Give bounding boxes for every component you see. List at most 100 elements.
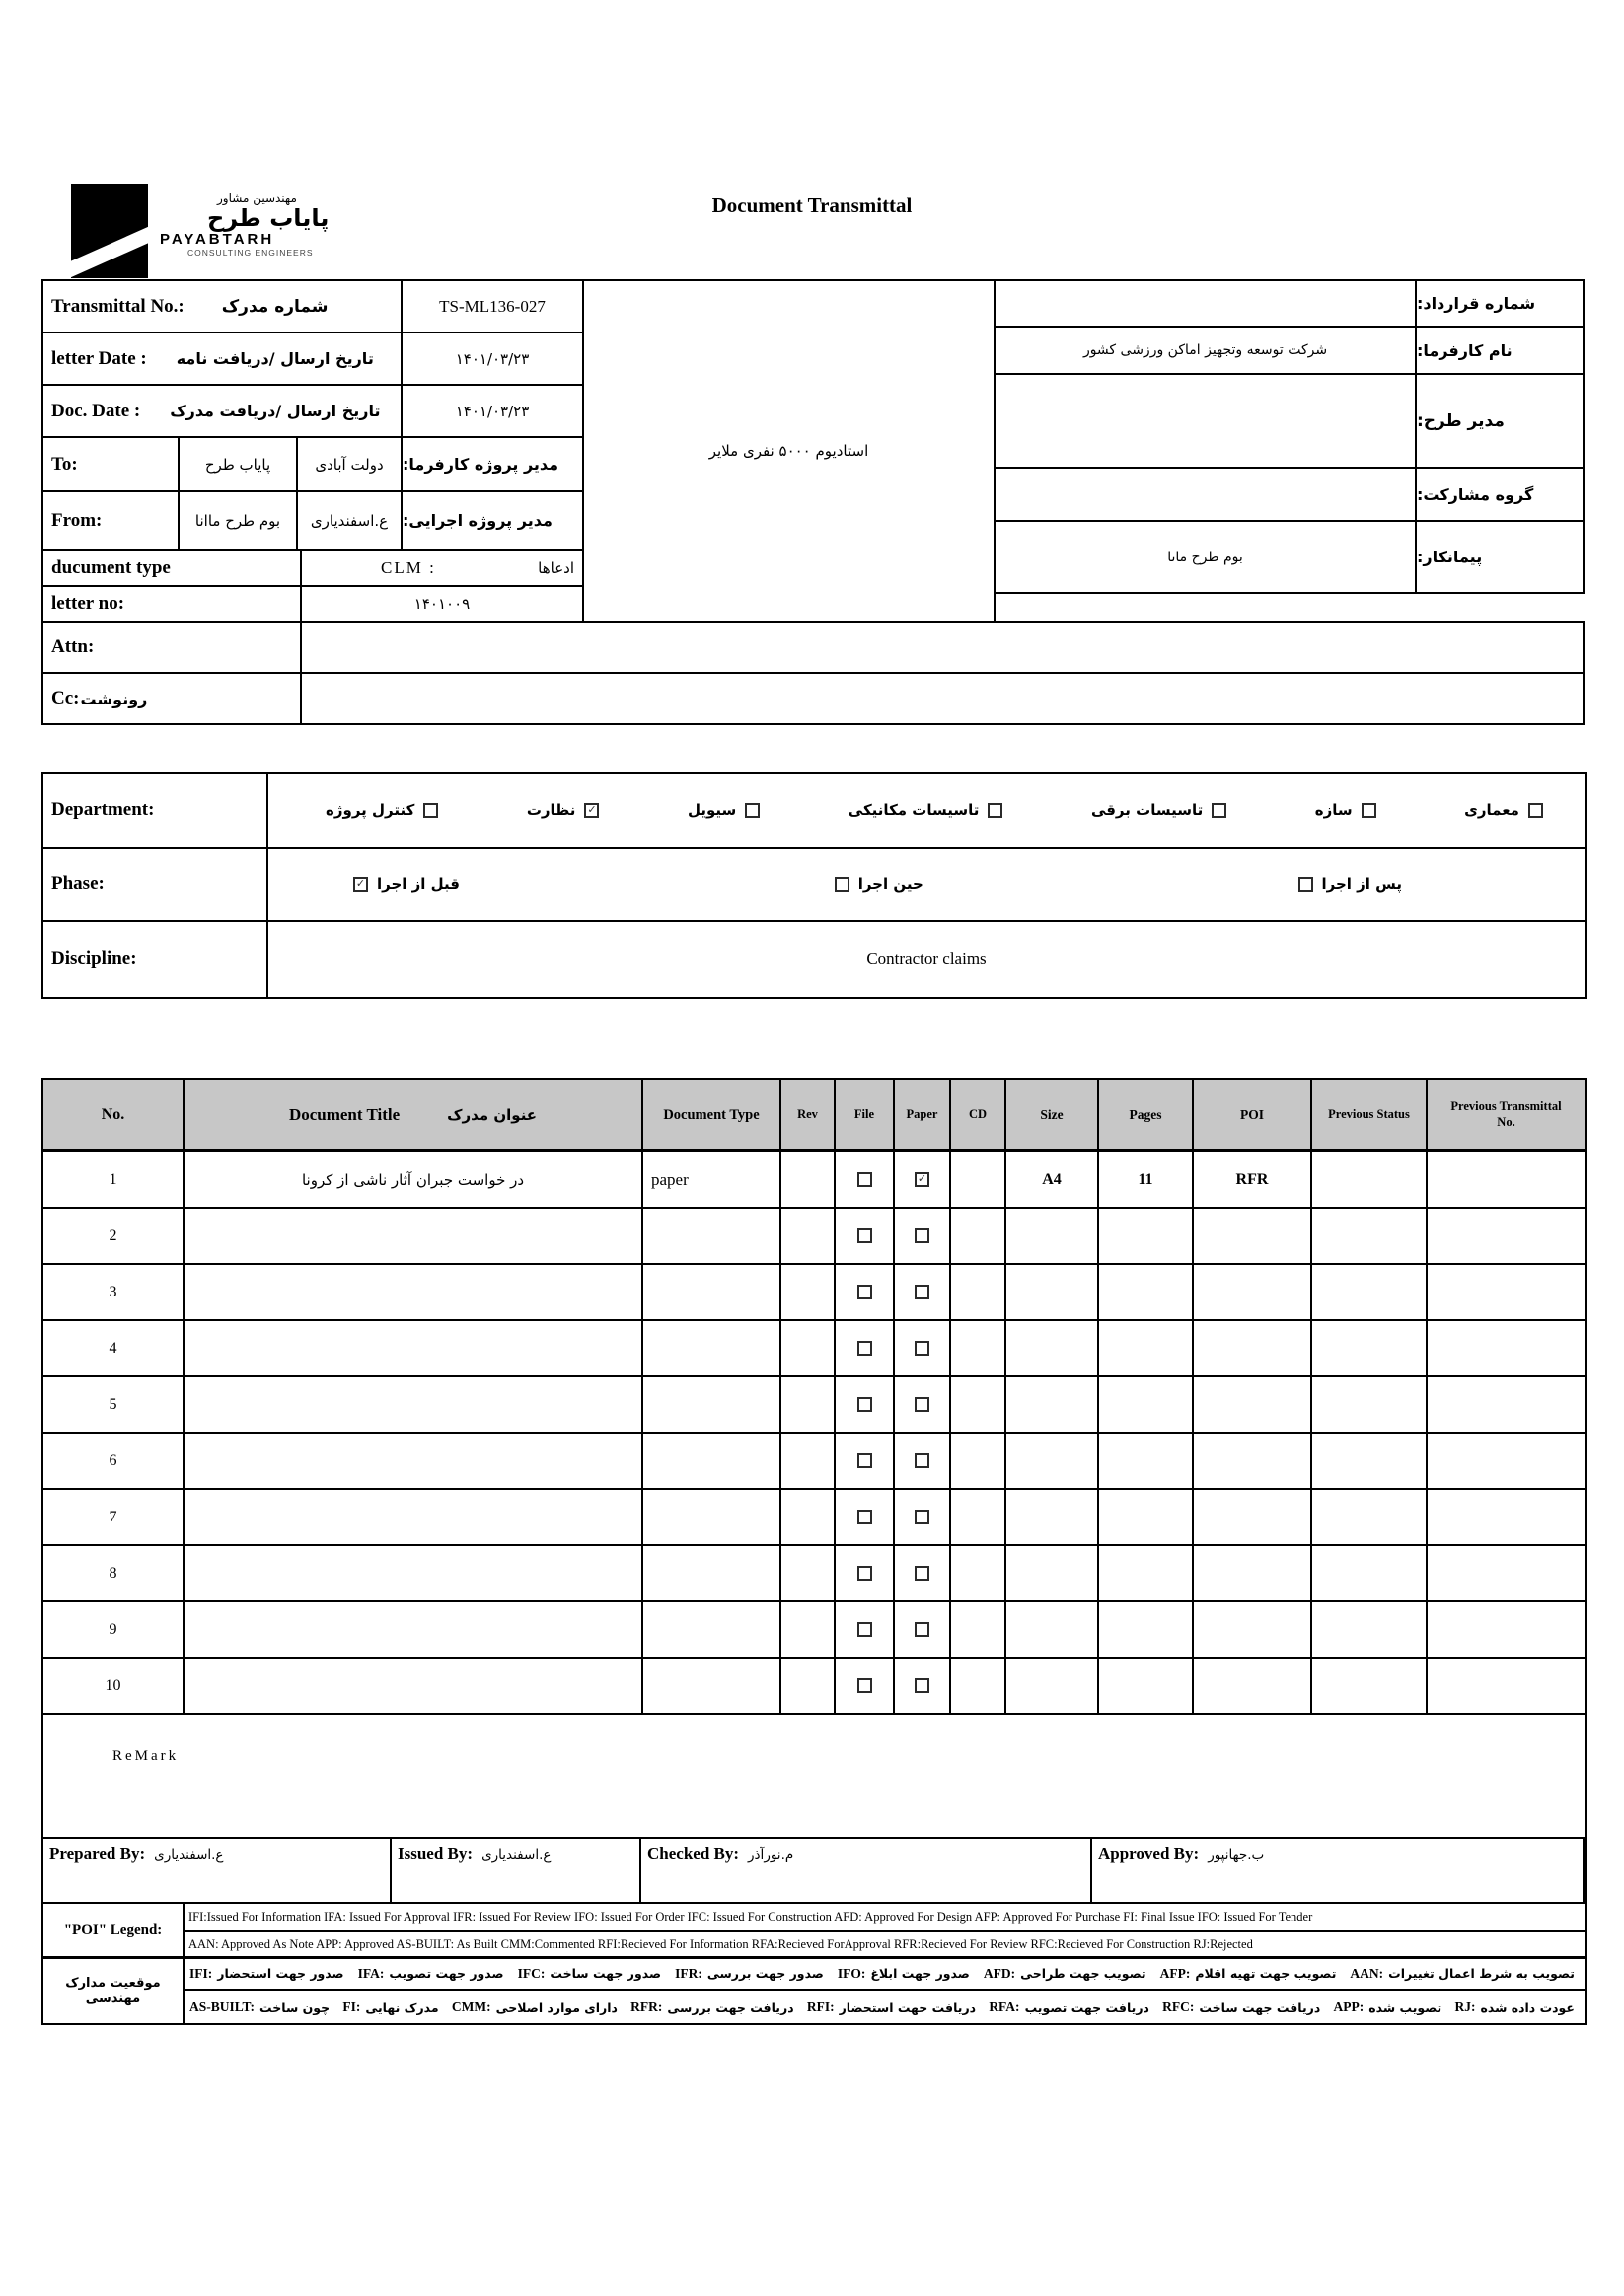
phase-option: پس از اجرا [1297,875,1402,893]
row-size [1006,1490,1099,1546]
cc-label: Cc: رونوشت [41,672,302,725]
row-no: 5 [43,1377,185,1434]
row-cd [951,1659,1006,1715]
row-file [836,1602,895,1659]
checkbox-file [856,1341,872,1356]
row-type [643,1209,781,1265]
poi-legend-en-line2: AAN: Approved As Note APP: Approved AS-B… [185,1932,1585,1959]
row-rev [781,1434,836,1490]
row-paper [895,1434,951,1490]
row-no: 4 [43,1321,185,1377]
checkbox-paper: ✓ [915,1172,929,1187]
row-title [185,1434,643,1490]
col-header-no: No. [43,1080,185,1152]
department-option: سازه [1315,801,1376,819]
design-manager-label: مدیر طرح: [1415,373,1585,469]
row-size [1006,1602,1099,1659]
row-type [643,1602,781,1659]
row-prev-status [1312,1546,1428,1602]
row-no: 6 [43,1434,185,1490]
row-poi [1194,1434,1312,1490]
row-pages [1099,1602,1194,1659]
row-title: در خواست جبران آثار ناشی از کرونا [185,1152,643,1209]
row-prev-transmittal [1428,1209,1585,1265]
row-poi [1194,1490,1312,1546]
department-option: تاسیسات برقی [1091,801,1227,819]
row-paper [895,1265,951,1321]
classification-table: Department: کنترل پروژه نظارت ✓ سیویل تاس… [41,772,1587,999]
transmittal-no-value: TS-ML136-027 [401,279,584,333]
row-cd [951,1377,1006,1434]
row-type [643,1546,781,1602]
row-poi [1194,1321,1312,1377]
row-file [836,1209,895,1265]
department-option: کنترل پروژه [326,801,439,819]
row-no: 7 [43,1490,185,1546]
row-paper [895,1546,951,1602]
row-no: 10 [43,1659,185,1715]
department-option: تاسیسات مکانیکی [849,801,1003,819]
row-prev-transmittal [1428,1602,1585,1659]
poi-legend-table: "POI" Legend: IFI:Issued For Information… [41,1902,1587,2025]
contractor-value: بوم طرح مانا [994,520,1417,594]
col-header-prev-status: Previous Status [1312,1080,1428,1152]
checkbox-dept-control [423,802,439,818]
row-paper [895,1377,951,1434]
row-cd [951,1152,1006,1209]
row-pages [1099,1490,1194,1546]
prepared-by-name: ع.اسفندیاری [154,1847,224,1863]
col-header-title: Document Title عنوان مدرک [185,1080,643,1152]
letter-no-label: letter no: [41,585,302,623]
row-title [185,1659,643,1715]
row-paper: ✓ [895,1152,951,1209]
attn-label: Attn: [41,621,302,674]
row-no: 3 [43,1265,185,1321]
checkbox-dept-supervision: ✓ [584,802,600,818]
row-prev-status [1312,1152,1428,1209]
checkbox-paper [915,1397,929,1412]
checkbox-dept-structure [1361,802,1376,818]
row-pages [1099,1434,1194,1490]
document-table: No. Document Title عنوان مدرک Document T… [41,1078,1587,1839]
from-company: بوم طرح ماانا [178,490,298,551]
row-size [1006,1546,1099,1602]
signature-row: Prepared By: ع.اسفندیاری Issued By: ع.اس… [41,1837,1587,1904]
col-header-type: Document Type [643,1080,781,1152]
checkbox-paper [915,1566,929,1581]
discipline-label: Discipline: [43,922,268,997]
col-header-size: Size [1006,1080,1099,1152]
client-pm-label: مدیر پروژه کارفرما: [401,436,584,492]
poi-legend-en-line1: IFI:Issued For Information IFA: Issued F… [185,1904,1585,1932]
col-header-file: File [836,1080,895,1152]
row-file [836,1659,895,1715]
checkbox-file [856,1566,872,1581]
row-prev-transmittal [1428,1152,1585,1209]
doc-date-value: ۱۴۰۱/۰۳/۲۳ [401,384,584,438]
row-prev-status [1312,1321,1428,1377]
letter-no-value: ۱۴۰۱۰۰۹ [300,585,584,623]
row-prev-status [1312,1377,1428,1434]
row-prev-status [1312,1434,1428,1490]
row-poi [1194,1602,1312,1659]
partnership-group-value [994,467,1417,522]
row-rev [781,1490,836,1546]
poi-legend-fa-label: موقعیت مدارک مهندسی [43,1959,185,2023]
row-paper [895,1209,951,1265]
row-title [185,1209,643,1265]
checkbox-file [856,1228,872,1243]
col-header-paper: Paper [895,1080,951,1152]
checkbox-file [856,1172,872,1187]
checkbox-dept-architecture [1527,802,1543,818]
from-label: From: [41,490,180,551]
checkbox-phase-before: ✓ [353,876,368,892]
to-company: پایاب طرح [178,436,298,492]
department-options: کنترل پروژه نظارت ✓ سیویل تاسیسات مکانیکی… [268,774,1585,849]
document-type-fa: ادعاها [538,558,574,577]
cc-value [300,672,1585,725]
row-paper [895,1321,951,1377]
row-prev-transmittal [1428,1490,1585,1546]
checkbox-paper [915,1510,929,1524]
logo-fa-tagline: مهندسین مشاور [217,191,297,205]
row-size: A4 [1006,1152,1099,1209]
row-title [185,1490,643,1546]
